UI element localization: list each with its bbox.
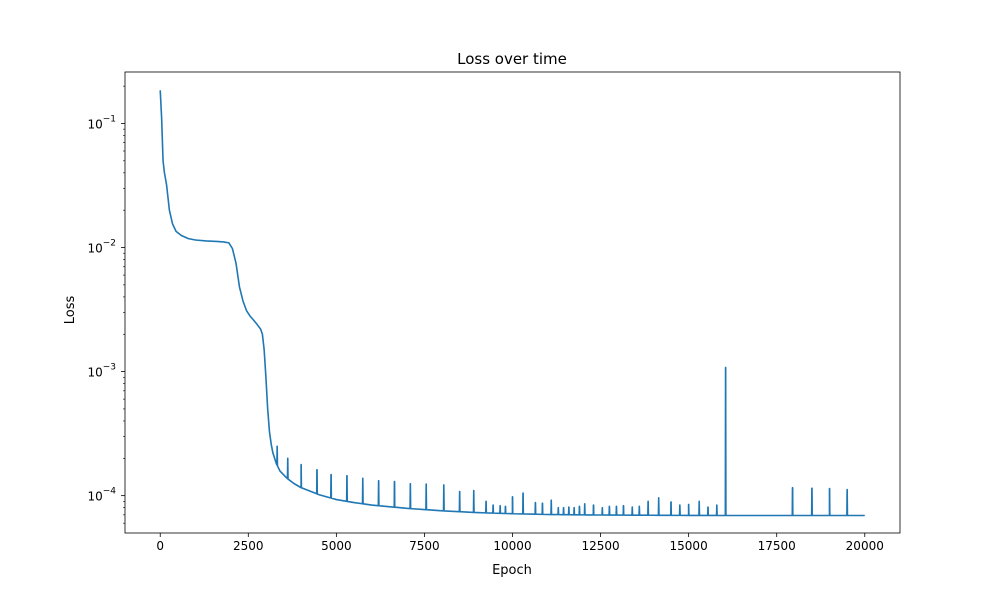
x-tick-label: 20000 <box>846 539 884 553</box>
x-tick-label: 15000 <box>670 539 708 553</box>
y-tick-exponent: −2 <box>103 239 116 249</box>
y-tick-base: 10 <box>87 366 102 380</box>
x-tick-label: 5000 <box>321 539 352 553</box>
y-tick-exponent: −3 <box>103 363 116 373</box>
y-tick-base: 10 <box>87 242 102 256</box>
x-axis-label: Epoch <box>492 563 532 578</box>
x-tick-label: 0 <box>156 539 164 553</box>
axes-frame <box>124 71 901 534</box>
y-tick-label: 10−2 <box>87 239 116 256</box>
x-tick-label: 2500 <box>233 539 264 553</box>
y-tick-base: 10 <box>87 490 102 504</box>
plot-area: 0 2500 5000 7500 10000 12500 15000 17500 20000 10… <box>87 71 901 553</box>
y-axis-label: Loss <box>63 296 78 325</box>
x-tick-label: 17500 <box>758 539 796 553</box>
chart-title: Loss over time <box>457 50 567 68</box>
x-tick-label: 12500 <box>581 539 619 553</box>
y-tick-label: 10−1 <box>87 114 116 131</box>
y-tick-base: 10 <box>87 117 102 131</box>
y-tick-exponent: −1 <box>103 114 116 124</box>
y-tick-label: 10−4 <box>87 487 116 504</box>
y-tick-label: 10−3 <box>87 363 116 380</box>
x-tick-label: 10000 <box>493 539 531 553</box>
x-tick-label: 7500 <box>409 539 440 553</box>
y-tick-exponent: −4 <box>103 487 117 497</box>
